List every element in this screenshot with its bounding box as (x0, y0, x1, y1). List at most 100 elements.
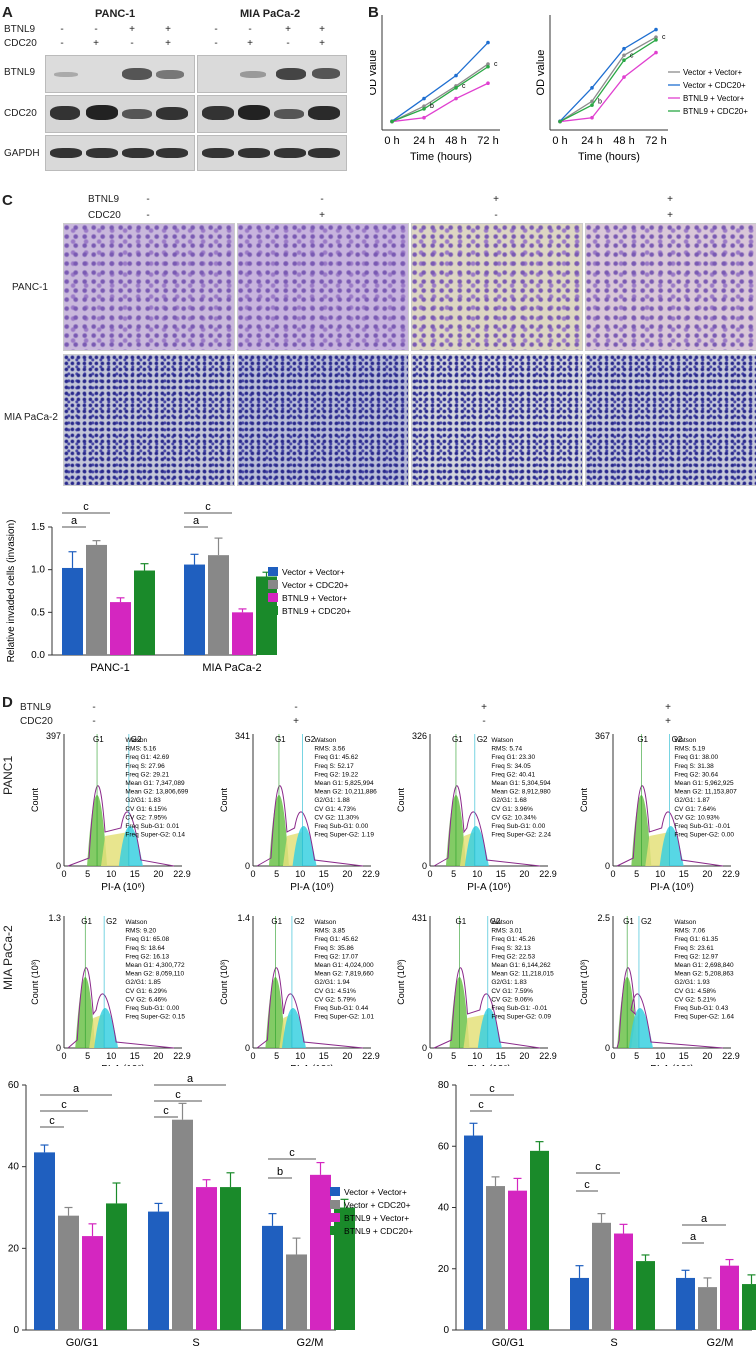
watson-stat-line: Freq Super-G2: 1.19 (314, 832, 374, 839)
watson-stat-line: G2/G1: 1.87 (674, 797, 710, 804)
flow-y-label: Count (10³) (396, 959, 406, 1005)
bar (110, 602, 131, 655)
bar-category-label: G2/M (297, 1337, 324, 1349)
d-btnl9-label: BTNL9 (20, 702, 52, 713)
flow-y-zero: 0 (422, 1043, 427, 1053)
watson-stat-line: CV G1: 4.73% (314, 806, 356, 813)
bar (570, 1277, 589, 1330)
watson-stat-line: Watson (491, 919, 513, 926)
watson-stat-line: Freq G1: 38.00 (674, 754, 718, 761)
watson-stat-line: Freq Sub-G1: 0.00 (125, 1005, 179, 1012)
legend-swatch (330, 1226, 340, 1235)
cck-point (454, 96, 458, 101)
watson-stat-line: Freq G2: 40.41 (491, 771, 535, 778)
cck-point (422, 107, 426, 111)
watson-stat-line: Freq Sub-G1: 0.44 (314, 1005, 368, 1012)
flow-y-zero: 0 (605, 861, 610, 871)
watson-stat-line: Freq Super-G2: 1.01 (314, 1014, 374, 1021)
c-sign-btnl9: - (146, 194, 150, 205)
cck-legend-label: Vector + CDC20+ (683, 81, 746, 90)
cck-x-tick: 72 h (645, 135, 666, 147)
panel-c-letter: C (2, 192, 13, 209)
cck-point (622, 46, 626, 51)
cck-point (454, 73, 458, 78)
panel-b-letter: B (368, 4, 379, 21)
legend-label: BTNL9 + CDC20+ (344, 1226, 413, 1236)
flow-histogram-trace (616, 785, 724, 867)
watson-stat-line: RMS: 5.16 (125, 746, 156, 753)
flow-g2-label: G2 (106, 917, 117, 926)
wb-sign-cdc20: + (165, 38, 171, 49)
sig-label: c (83, 501, 89, 513)
cck-series-line (391, 66, 489, 123)
bar-y-tick-label: 20 (8, 1243, 20, 1254)
watson-stat-line: Mean G1: 5,825,994 (314, 780, 374, 787)
c-cdc20-label: CDC20 (88, 210, 121, 221)
flow-x-label: PI-A (10⁶) (290, 882, 334, 893)
watson-stat-line: Mean G2: 13,806,699 (125, 789, 188, 796)
legend-label: Vector + CDC20+ (282, 580, 349, 590)
watson-stat-line: G2/G1: 1.93 (674, 979, 710, 986)
sig-label: b (277, 1166, 283, 1178)
cck-sig-label: b (430, 103, 434, 110)
flow-x-tick: 20 (153, 869, 163, 879)
flow-x-tick: 10 (472, 869, 482, 879)
flow-y-label: Count (10³) (30, 959, 40, 1005)
bar (196, 1187, 217, 1330)
flow-y-zero: 0 (422, 861, 427, 871)
cck-point (486, 62, 490, 66)
flow-x-tick: 15 (496, 869, 506, 879)
bar (698, 1287, 717, 1330)
d-sign-btnl9: + (481, 702, 487, 713)
legend-swatch (330, 1200, 340, 1209)
flow-y-zero: 0 (245, 861, 250, 871)
wb-sign-cdc20: - (130, 38, 134, 49)
cck-point (654, 38, 658, 42)
watson-stat-line: Freq G1: 23.30 (491, 754, 535, 761)
bar-y-tick-label: 0.5 (31, 607, 45, 618)
watson-stat-line: G2/G1: 1.94 (314, 979, 350, 986)
cck-point (390, 119, 394, 124)
watson-stat-line: Freq S: 23.61 (674, 945, 714, 952)
bar-y-tick-label: 0 (13, 1325, 19, 1336)
micrograph-panc1 (411, 223, 583, 351)
flow-x-tick: 22.9 (539, 1051, 557, 1061)
watson-stat-line: RMS: 3.01 (491, 928, 522, 935)
bar (106, 1203, 127, 1330)
flow-g2-peak (292, 826, 317, 866)
flow-x-tick: 20 (342, 869, 352, 879)
flow-g2-peak (659, 826, 684, 866)
flow-x-tick: 15 (319, 869, 329, 879)
d-sign-btnl9: + (665, 702, 671, 713)
watson-stat-line: CV G2: 10.93% (674, 814, 719, 821)
flow-x-tick: 22.9 (722, 1051, 740, 1061)
flow-g2-peak (477, 1008, 502, 1048)
flow-histogram-trace (256, 785, 364, 867)
legend-label: Vector + Vector+ (344, 1187, 407, 1197)
watson-stat-line: Freq Sub-G1: 0.00 (314, 823, 368, 830)
sig-label: a (193, 515, 200, 527)
cck8-charts: 0 h 24 h 48 h 72 h Time (hours) OD value b c c 0 … (370, 15, 748, 163)
watson-stat-line: Mean G2: 5,208,863 (674, 971, 734, 978)
watson-stat-line: Freq Sub-G1: 0.01 (125, 823, 179, 830)
watson-stat-line: Watson (674, 737, 696, 744)
watson-stat-line: CV G1: 6.29% (125, 988, 167, 995)
bar (334, 1207, 355, 1330)
cck-sig-label: c (462, 83, 466, 90)
sig-label: c (163, 1105, 169, 1117)
bar-y-tick-label: 20 (438, 1264, 450, 1275)
wb-sign-cdc20: + (247, 38, 253, 49)
flow-x-tick: 20 (342, 1051, 352, 1061)
d-sign-btnl9: - (92, 702, 96, 713)
watson-stat-line: Freq Super-G2: 2.24 (491, 832, 551, 839)
watson-stat-line: Freq Sub-G1: -0.01 (674, 823, 730, 830)
blot-cdc20-mia (197, 95, 347, 133)
watson-stat-line: G2/G1: 1.88 (314, 797, 350, 804)
wb-sign-btnl9: + (319, 24, 325, 35)
blot-label-btnl9: BTNL9 (4, 67, 36, 78)
cck-x-tick: 24 h (581, 135, 602, 147)
flow-g1-label: G1 (456, 917, 467, 926)
cck-sig-label: b (598, 98, 602, 105)
flow-g1-label: G1 (637, 735, 648, 744)
cck-point (590, 86, 594, 90)
